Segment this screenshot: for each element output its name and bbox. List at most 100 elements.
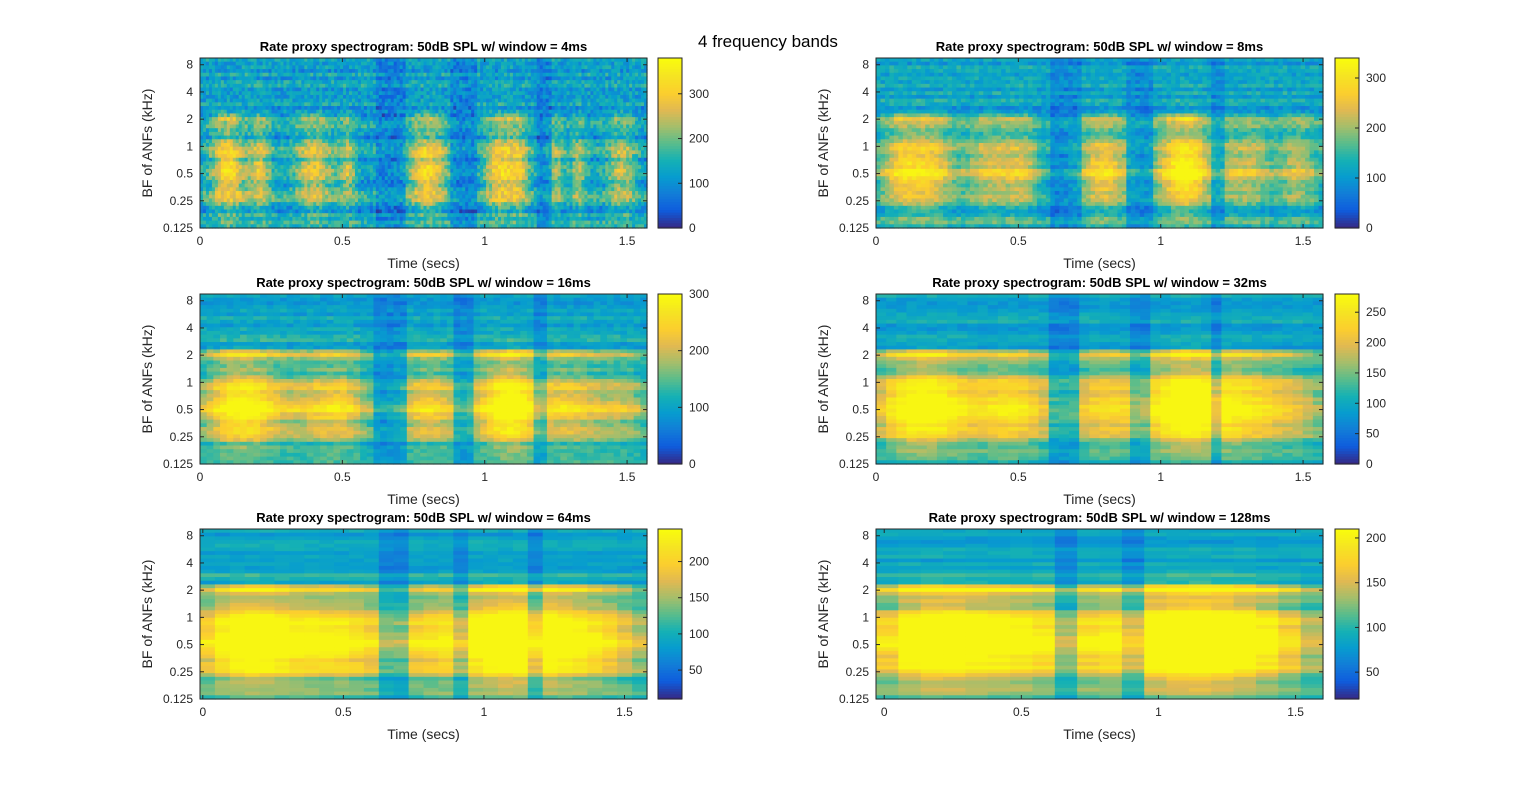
heatmap-cell bbox=[313, 98, 317, 103]
heatmap-cell bbox=[521, 161, 526, 166]
heatmap-cell bbox=[351, 72, 356, 78]
heatmap-cell bbox=[396, 165, 401, 170]
heatmap-cell bbox=[349, 146, 353, 151]
heatmap-cell bbox=[265, 102, 270, 107]
heatmap-cell bbox=[614, 102, 618, 107]
heatmap-cell bbox=[468, 131, 472, 137]
heatmap-cell bbox=[551, 83, 556, 89]
heatmap-cell bbox=[444, 143, 448, 148]
heatmap-cell bbox=[223, 157, 228, 163]
heatmap-cell bbox=[229, 131, 234, 137]
heatmap-cell bbox=[238, 87, 243, 92]
heatmap-cell bbox=[316, 98, 320, 103]
heatmap-cell bbox=[211, 87, 216, 92]
heatmap-cell bbox=[414, 61, 419, 66]
heatmap-cell bbox=[331, 168, 335, 174]
heatmap-cell bbox=[259, 87, 264, 92]
heatmap-cell bbox=[617, 157, 621, 163]
heatmap-cell bbox=[602, 120, 606, 126]
heatmap-cell bbox=[256, 65, 261, 70]
heatmap-cell bbox=[304, 61, 308, 66]
heatmap-cell bbox=[623, 161, 627, 166]
heatmap-cell bbox=[560, 106, 565, 111]
heatmap-cell bbox=[393, 113, 398, 118]
heatmap-cell bbox=[331, 154, 335, 159]
heatmap-cell bbox=[548, 87, 553, 92]
heatmap-cell bbox=[387, 146, 392, 151]
heatmap-cell bbox=[402, 143, 407, 148]
heatmap-cell bbox=[265, 157, 270, 163]
heatmap-cell bbox=[512, 83, 517, 89]
heatmap-cell bbox=[632, 113, 636, 118]
heatmap-cell bbox=[319, 157, 323, 163]
heatmap-cell bbox=[200, 109, 204, 115]
heatmap-cell bbox=[357, 98, 362, 103]
heatmap-cell bbox=[632, 135, 636, 140]
heatmap-cell bbox=[360, 146, 365, 151]
heatmap-cell bbox=[566, 76, 571, 81]
heatmap-cell bbox=[638, 91, 642, 96]
heatmap-cell bbox=[620, 165, 624, 170]
heatmap-cell bbox=[271, 157, 276, 163]
heatmap-cell bbox=[316, 143, 320, 148]
heatmap-cell bbox=[351, 76, 356, 81]
heatmap-cell bbox=[575, 98, 580, 103]
heatmap-cell bbox=[310, 65, 314, 70]
heatmap-cell bbox=[271, 113, 276, 118]
heatmap-cell bbox=[638, 80, 642, 85]
heatmap-cell bbox=[343, 135, 347, 140]
heatmap-cell bbox=[635, 72, 639, 78]
heatmap-cell bbox=[620, 146, 624, 151]
heatmap-cell bbox=[298, 131, 302, 137]
heatmap-cell bbox=[557, 80, 562, 85]
heatmap-cell bbox=[313, 61, 317, 66]
heatmap-cell bbox=[363, 80, 368, 85]
heatmap-cell bbox=[503, 58, 508, 63]
heatmap-cell bbox=[289, 58, 293, 63]
heatmap-cell bbox=[366, 80, 371, 85]
heatmap-cell bbox=[512, 72, 517, 78]
heatmap-cell bbox=[441, 106, 445, 111]
heatmap-cell bbox=[578, 58, 583, 63]
heatmap-cell bbox=[250, 131, 255, 137]
heatmap-cell bbox=[390, 76, 395, 81]
heatmap-cell bbox=[599, 69, 603, 74]
heatmap-cell bbox=[375, 65, 380, 70]
heatmap-cell bbox=[223, 98, 228, 103]
heatmap-cell bbox=[530, 61, 535, 66]
heatmap-cell bbox=[268, 128, 273, 133]
heatmap-cell bbox=[423, 135, 428, 140]
heatmap-cell bbox=[340, 109, 344, 115]
heatmap-cell bbox=[399, 165, 404, 170]
heatmap-cell bbox=[638, 102, 642, 107]
heatmap-cell bbox=[483, 102, 487, 107]
heatmap-cell bbox=[241, 109, 246, 115]
heatmap-cell bbox=[617, 128, 621, 133]
heatmap-cell bbox=[259, 72, 264, 78]
heatmap-cell bbox=[474, 109, 478, 115]
heatmap-cell bbox=[325, 113, 329, 118]
heatmap-cell bbox=[590, 91, 594, 96]
heatmap-cell bbox=[351, 135, 356, 140]
heatmap-cell bbox=[393, 124, 398, 129]
heatmap-cell bbox=[617, 94, 621, 100]
heatmap-cell bbox=[226, 157, 231, 163]
heatmap-cell bbox=[328, 87, 332, 92]
heatmap-cell bbox=[566, 109, 571, 115]
heatmap-cell bbox=[587, 161, 591, 166]
heatmap-cell bbox=[390, 128, 395, 133]
heatmap-cell bbox=[393, 150, 398, 155]
heatmap-cell bbox=[495, 83, 499, 89]
heatmap-cell bbox=[220, 61, 225, 66]
heatmap-cell bbox=[200, 102, 204, 107]
heatmap-cell bbox=[641, 124, 645, 129]
heatmap-cell bbox=[480, 150, 484, 155]
heatmap-cell bbox=[557, 154, 562, 159]
heatmap-cell bbox=[369, 102, 374, 107]
heatmap-cell bbox=[521, 139, 526, 144]
heatmap-cell bbox=[232, 139, 237, 144]
heatmap-cell bbox=[515, 165, 520, 170]
heatmap-cell bbox=[262, 113, 267, 118]
heatmap-cell bbox=[417, 94, 422, 100]
heatmap-cell bbox=[605, 124, 609, 129]
